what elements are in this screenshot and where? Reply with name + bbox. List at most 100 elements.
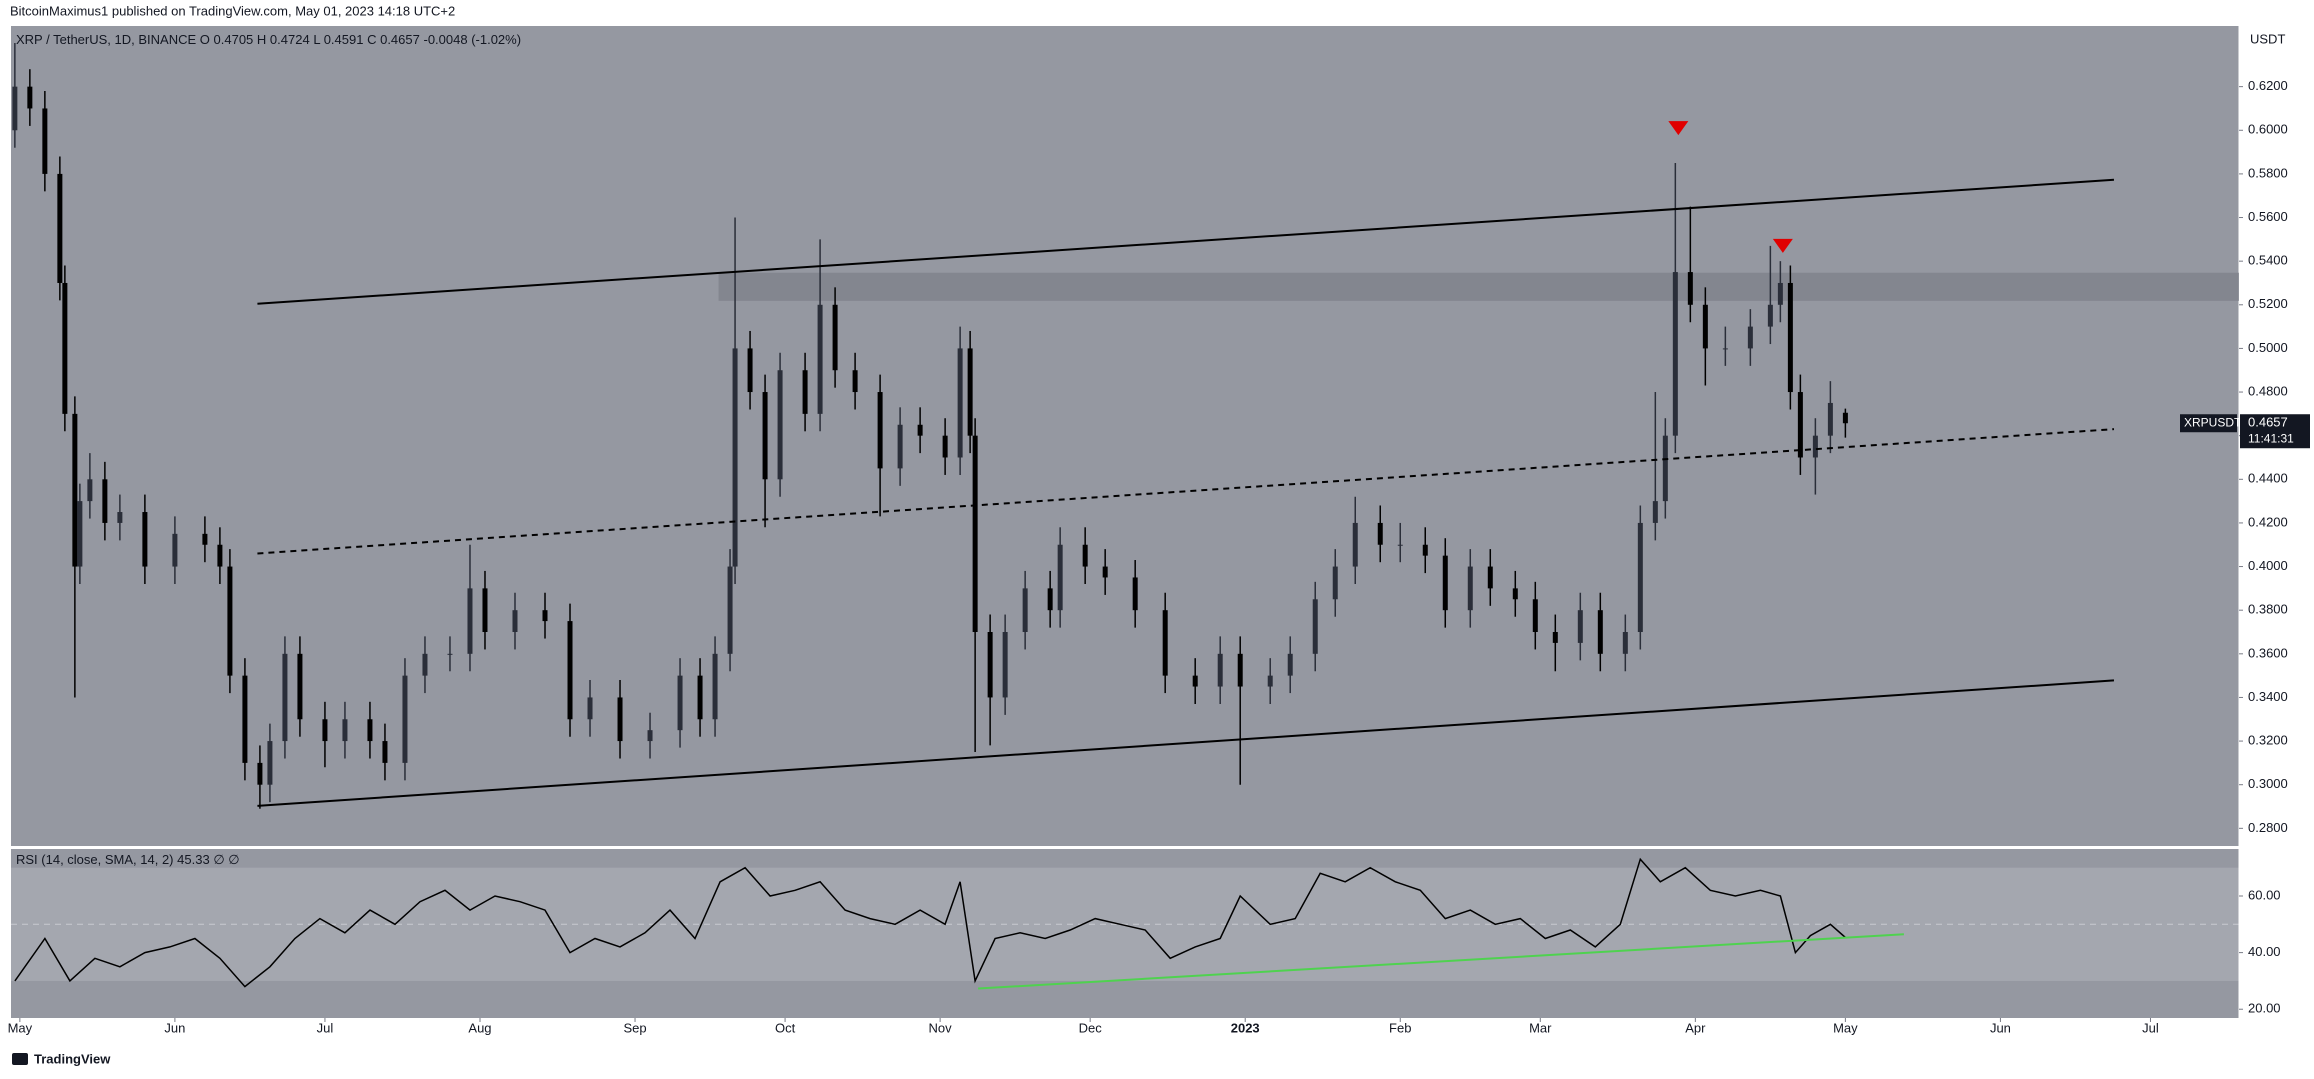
x-tick-label: Jul (317, 1020, 334, 1035)
candle-body (987, 632, 993, 698)
last-price: 0.4657 (2248, 415, 2288, 430)
candle-body (1842, 412, 1848, 424)
candle-body (542, 610, 548, 622)
candle-body (732, 348, 738, 567)
candle-body (1787, 282, 1793, 393)
ohlc-key: L (313, 32, 320, 47)
candle-body (1532, 599, 1538, 633)
candle-body (1687, 272, 1693, 305)
candle-body (322, 719, 328, 742)
ohlc-value: 0.4705 (214, 32, 254, 47)
red-marker (1772, 238, 1793, 253)
candle-body (1082, 544, 1088, 567)
candle-body (727, 566, 733, 654)
candle-body (1217, 653, 1223, 687)
publisher-header: BitcoinMaximus1 published on TradingView… (10, 3, 455, 18)
candle-body (1377, 522, 1383, 545)
candle-body (1162, 610, 1168, 676)
trend-line (257, 428, 2115, 555)
candle-body (267, 741, 273, 785)
y-tick-label: 0.6200 (2248, 78, 2288, 93)
candle-body (1442, 555, 1448, 611)
candle-body (482, 588, 488, 633)
ohlc-value: 0.4724 (270, 32, 310, 47)
x-tick-label: May (1833, 1020, 1858, 1035)
candle-body (172, 533, 178, 567)
x-tick-label: Jul (2142, 1020, 2159, 1035)
y-tick-label: 0.2800 (2248, 820, 2288, 835)
candle-body (402, 675, 408, 763)
candle-body (1512, 588, 1518, 600)
change-pct: (-1.02%) (471, 32, 521, 47)
candle-body (762, 392, 768, 480)
candle-body (1662, 435, 1668, 502)
candle-body (1352, 522, 1358, 567)
candle-body (712, 653, 718, 720)
ohlc-key: C (367, 32, 376, 47)
rsi-legend: RSI (14, close, SMA, 14, 2) 45.33 ∅ ∅ (16, 852, 240, 867)
x-tick-label: Dec (1079, 1020, 1103, 1035)
candle-body (587, 697, 593, 720)
candle-body (12, 86, 18, 131)
change: -0.0048 (423, 32, 467, 47)
candle-body (1722, 348, 1728, 350)
rsi-y-tick-label: 20.00 (2248, 1001, 2281, 1016)
candle-body (777, 370, 783, 480)
candle-body (1332, 566, 1338, 600)
red-marker (1668, 121, 1689, 136)
candle-body (1047, 588, 1053, 611)
candle-body (72, 413, 78, 567)
y-tick-label: 0.5400 (2248, 253, 2288, 268)
candle-body (202, 533, 208, 545)
rsi-title: RSI (14, close, SMA, 14, 2) (16, 852, 174, 867)
candle-body (1237, 653, 1243, 687)
trend-line (257, 679, 2115, 807)
candle-body (917, 424, 923, 436)
candle-body (1002, 632, 1008, 698)
rsi-trend-line (978, 933, 1904, 990)
candle-body (1467, 566, 1473, 611)
candle-body (1487, 566, 1493, 589)
candle-body (1702, 304, 1708, 349)
y-tick-label: 0.4000 (2248, 558, 2288, 573)
candle-body (257, 762, 263, 785)
candle-body (1747, 326, 1753, 349)
candle-body (62, 282, 68, 414)
candle-body (942, 435, 948, 458)
candle-body (242, 675, 248, 763)
candle-body (102, 479, 108, 523)
candle-body (1397, 544, 1403, 546)
candle-body (297, 653, 303, 720)
y-tick-label: 0.3200 (2248, 733, 2288, 748)
candle-body (367, 719, 373, 742)
candle-body (1797, 392, 1803, 458)
x-tick-label: May (8, 1020, 33, 1035)
candle-body (802, 370, 808, 414)
candle-body (1622, 632, 1628, 654)
candle-body (57, 173, 63, 283)
candle-body (972, 435, 978, 633)
x-tick-label: Jun (164, 1020, 185, 1035)
candle-body (1057, 544, 1063, 611)
x-tick-label: Mar (1529, 1020, 1552, 1035)
price-legend: XRP / TetherUS, 1D, BINANCE O 0.4705 H 0… (16, 32, 521, 47)
candle-body (877, 392, 883, 469)
y-tick-label: 0.3400 (2248, 689, 2288, 704)
candle-body (217, 544, 223, 567)
rsi-value: 45.33 (177, 852, 210, 867)
x-tick-label: Aug (468, 1020, 491, 1035)
y-tick-label: 0.5800 (2248, 165, 2288, 180)
candle-body (747, 348, 753, 393)
x-tick-label: Apr (1685, 1020, 1706, 1035)
candle-body (87, 479, 93, 502)
candle-body (382, 741, 388, 763)
y-tick-label: 0.5200 (2248, 296, 2288, 311)
candle-body (1132, 577, 1138, 611)
candle-body (1287, 653, 1293, 676)
rsi-y-tick-label: 60.00 (2248, 887, 2281, 902)
candle-body (1267, 675, 1273, 687)
candle-body (27, 86, 33, 109)
rsi-line (14, 857, 1846, 988)
